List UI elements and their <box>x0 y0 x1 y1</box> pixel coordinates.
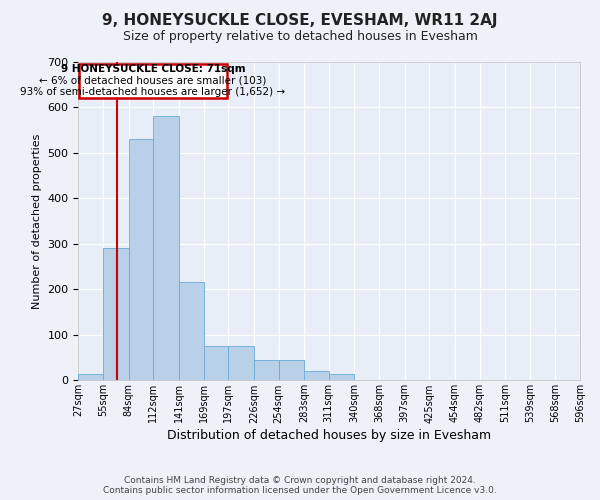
Text: 9 HONEYSUCKLE CLOSE: 71sqm: 9 HONEYSUCKLE CLOSE: 71sqm <box>61 64 245 74</box>
Bar <box>103 248 128 380</box>
Bar <box>179 282 203 380</box>
X-axis label: Distribution of detached houses by size in Evesham: Distribution of detached houses by size … <box>167 430 491 442</box>
Text: 93% of semi-detached houses are larger (1,652) →: 93% of semi-detached houses are larger (… <box>20 88 286 98</box>
Text: 9, HONEYSUCKLE CLOSE, EVESHAM, WR11 2AJ: 9, HONEYSUCKLE CLOSE, EVESHAM, WR11 2AJ <box>102 12 498 28</box>
Y-axis label: Number of detached properties: Number of detached properties <box>32 134 42 308</box>
Bar <box>128 139 154 380</box>
Bar <box>304 372 329 380</box>
Bar <box>329 374 355 380</box>
Bar <box>228 346 254 380</box>
Text: Contains HM Land Registry data © Crown copyright and database right 2024.
Contai: Contains HM Land Registry data © Crown c… <box>103 476 497 495</box>
FancyBboxPatch shape <box>79 64 227 98</box>
Bar <box>154 116 179 380</box>
Text: ← 6% of detached houses are smaller (103): ← 6% of detached houses are smaller (103… <box>40 76 266 86</box>
Bar <box>278 360 304 380</box>
Bar <box>79 374 103 380</box>
Text: Size of property relative to detached houses in Evesham: Size of property relative to detached ho… <box>122 30 478 43</box>
Bar <box>254 360 278 380</box>
Bar <box>203 346 228 380</box>
